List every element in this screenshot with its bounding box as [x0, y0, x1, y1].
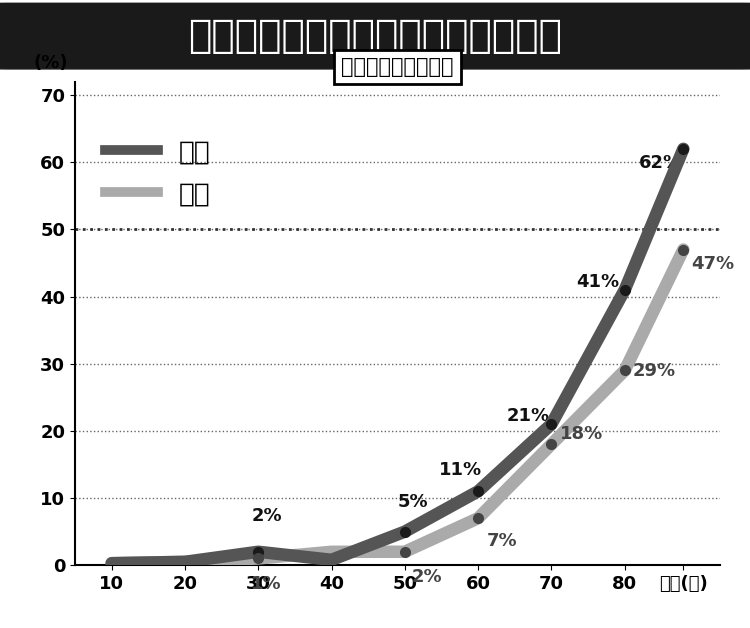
Text: 47%: 47% [692, 255, 735, 273]
Text: 29%: 29% [633, 362, 676, 380]
Text: 7%: 7% [487, 532, 517, 550]
Text: 2%: 2% [412, 568, 442, 587]
Text: 21%: 21% [507, 408, 550, 425]
Text: 5%: 5% [398, 492, 428, 511]
Text: 1%: 1% [251, 575, 282, 593]
Legend: 男性, 女性: 男性, 女性 [94, 129, 221, 218]
Text: 41%: 41% [576, 273, 620, 291]
Text: (%): (%) [33, 54, 68, 72]
Text: 62%: 62% [639, 154, 682, 172]
Text: 18%: 18% [560, 425, 603, 443]
Text: 年代別のがん罹患率: 年代別のがん罹患率 [341, 57, 454, 77]
Text: 2%: 2% [251, 507, 282, 525]
FancyBboxPatch shape [0, 3, 750, 69]
Text: 年齢を重ねるごとに罹患率が上がる: 年齢を重ねるごとに罹患率が上がる [188, 17, 562, 55]
Text: 11%: 11% [440, 461, 482, 479]
